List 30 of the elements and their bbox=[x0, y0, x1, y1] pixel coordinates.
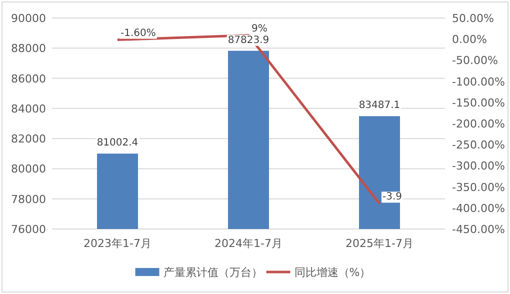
y2-tick-label: -50.00% bbox=[452, 54, 498, 68]
y2-tick-label: 50.00% bbox=[452, 12, 494, 25]
data-label: 83487.1 bbox=[358, 100, 400, 112]
y2-tick-label: -200.00% bbox=[452, 118, 505, 130]
y2-tick-label: 0.00% bbox=[452, 33, 487, 46]
data-label: 9% bbox=[252, 23, 268, 34]
y-tick-label: 80000 bbox=[11, 162, 46, 176]
y2-tick-label: -100.00% bbox=[452, 75, 505, 88]
data-label: -1.60% bbox=[120, 28, 156, 39]
legend-label: 同比增速（%） bbox=[294, 266, 371, 279]
y-tick-label: 82000 bbox=[11, 132, 46, 146]
x-tick-label: 2025年1-7月 bbox=[346, 237, 414, 250]
data-label: 87823.9 bbox=[228, 34, 270, 46]
data-label: 81002.4 bbox=[96, 138, 138, 149]
y-tick-label: 78000 bbox=[11, 192, 46, 206]
y2-tick-label: -300.00% bbox=[452, 160, 505, 173]
y-tick-label: 84000 bbox=[11, 102, 46, 116]
y-tick-label: 90000 bbox=[11, 12, 46, 25]
x-tick-label: 2024年1-7月 bbox=[214, 237, 282, 250]
x-tick-label: 2023年1-7月 bbox=[84, 237, 152, 250]
y-tick-label: 86000 bbox=[11, 72, 46, 86]
legend-label: 产量累计值（万台） bbox=[163, 266, 262, 279]
y-tick-label: 76000 bbox=[11, 223, 46, 236]
y2-tick-label: -250.00% bbox=[452, 138, 505, 152]
y-tick-label: 88000 bbox=[11, 42, 46, 56]
y2-tick-label: -400.00% bbox=[452, 202, 505, 215]
y2-tick-label: -450.00% bbox=[452, 223, 505, 236]
y2-tick-label: -350.00% bbox=[452, 180, 505, 194]
y2-tick-label: -150.00% bbox=[452, 96, 505, 110]
data-label: -3.9 bbox=[382, 192, 402, 203]
